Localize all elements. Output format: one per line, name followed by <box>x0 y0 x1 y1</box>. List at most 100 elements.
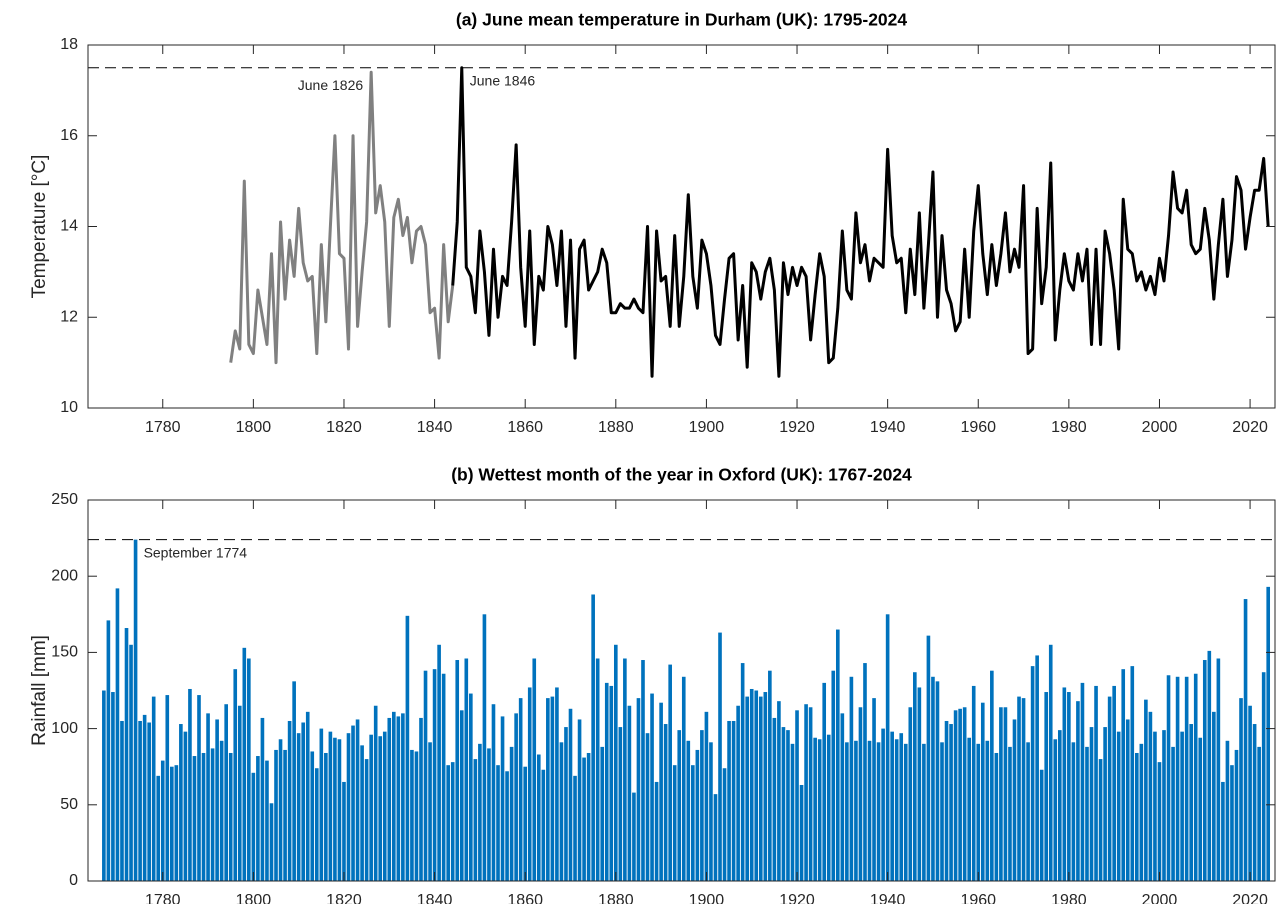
bar <box>1239 698 1243 881</box>
bar <box>709 742 713 881</box>
bar <box>663 724 668 881</box>
bar <box>274 749 278 881</box>
bar <box>496 765 500 881</box>
bar <box>1252 724 1257 881</box>
bar <box>591 594 595 881</box>
axes-box <box>87 44 1276 409</box>
bar <box>1153 731 1157 881</box>
y-tick-label: 100 <box>51 720 78 737</box>
bar <box>120 720 124 881</box>
bar <box>718 632 722 881</box>
bar <box>455 660 460 881</box>
x-tick-label: 1800 <box>236 892 272 904</box>
bar <box>1180 731 1184 881</box>
bar <box>210 748 215 881</box>
bar <box>138 720 142 881</box>
bar <box>681 676 686 881</box>
bar <box>536 754 541 881</box>
bar <box>754 690 759 881</box>
bar <box>713 794 718 881</box>
x-tick-label: 1780 <box>145 892 181 904</box>
bar <box>573 775 577 881</box>
bar <box>903 743 908 881</box>
bar <box>292 681 296 881</box>
bar <box>219 740 224 881</box>
x-tick-label: 2020 <box>1232 419 1268 436</box>
bar <box>990 670 994 881</box>
bar <box>437 644 441 881</box>
bar <box>1076 701 1080 881</box>
bar <box>1135 752 1139 881</box>
y-tick-label: 0 <box>69 872 78 889</box>
bar <box>564 727 568 881</box>
bar <box>840 713 845 881</box>
y-tick-label: 150 <box>51 644 78 661</box>
bar <box>111 692 115 881</box>
bar <box>319 728 324 881</box>
bar <box>967 737 972 881</box>
bar <box>1057 730 1062 881</box>
bar <box>473 759 478 881</box>
bar <box>550 696 555 881</box>
bar <box>1053 739 1058 881</box>
bar <box>391 711 396 881</box>
x-tick-label: 1880 <box>598 419 634 436</box>
bar <box>835 629 840 881</box>
x-tick-label: 1980 <box>1051 419 1087 436</box>
x-tick-label: 1840 <box>417 419 453 436</box>
bar <box>147 722 151 881</box>
bar <box>328 731 333 881</box>
x-tick-label: 2000 <box>1142 892 1178 904</box>
bar <box>369 734 373 881</box>
bar <box>251 772 256 881</box>
bar <box>1125 719 1130 881</box>
bar <box>749 688 754 881</box>
bar <box>700 730 704 881</box>
bar <box>373 705 378 881</box>
bar <box>876 742 881 881</box>
x-tick-label: 1880 <box>598 892 634 904</box>
bar <box>541 769 546 881</box>
bar <box>1212 711 1216 881</box>
bar <box>1094 685 1098 881</box>
bar <box>917 687 922 881</box>
bar <box>1184 676 1189 881</box>
bar <box>858 707 863 881</box>
bar <box>609 685 614 881</box>
bar <box>604 682 609 881</box>
bar <box>1048 644 1053 881</box>
bar <box>632 792 636 881</box>
bar <box>133 539 138 881</box>
x-tick-label: 1960 <box>960 419 996 436</box>
bar <box>333 737 337 881</box>
bar <box>623 658 627 881</box>
bar <box>672 765 677 881</box>
bar <box>908 707 913 881</box>
bar <box>183 731 188 881</box>
bar <box>491 704 496 881</box>
bar <box>1225 740 1230 881</box>
bar <box>410 749 414 881</box>
bar <box>355 719 360 881</box>
bar <box>1202 660 1207 881</box>
bar <box>758 696 763 881</box>
bar <box>1121 669 1126 881</box>
bar <box>423 670 428 881</box>
bar <box>808 707 813 881</box>
bar <box>627 705 632 881</box>
bar <box>1162 730 1166 881</box>
bar <box>790 743 795 881</box>
bar <box>645 733 650 881</box>
bar <box>555 687 559 881</box>
x-tick-label: 1980 <box>1051 892 1087 904</box>
bar <box>958 708 962 881</box>
bar <box>781 727 786 881</box>
bar <box>894 739 899 881</box>
bar <box>324 752 328 881</box>
bar <box>106 620 111 881</box>
y-tick-label: 14 <box>60 218 78 235</box>
x-tick-label: 1960 <box>960 892 996 904</box>
x-tick-label: 1860 <box>507 892 543 904</box>
x-tick-label: 1920 <box>779 892 815 904</box>
